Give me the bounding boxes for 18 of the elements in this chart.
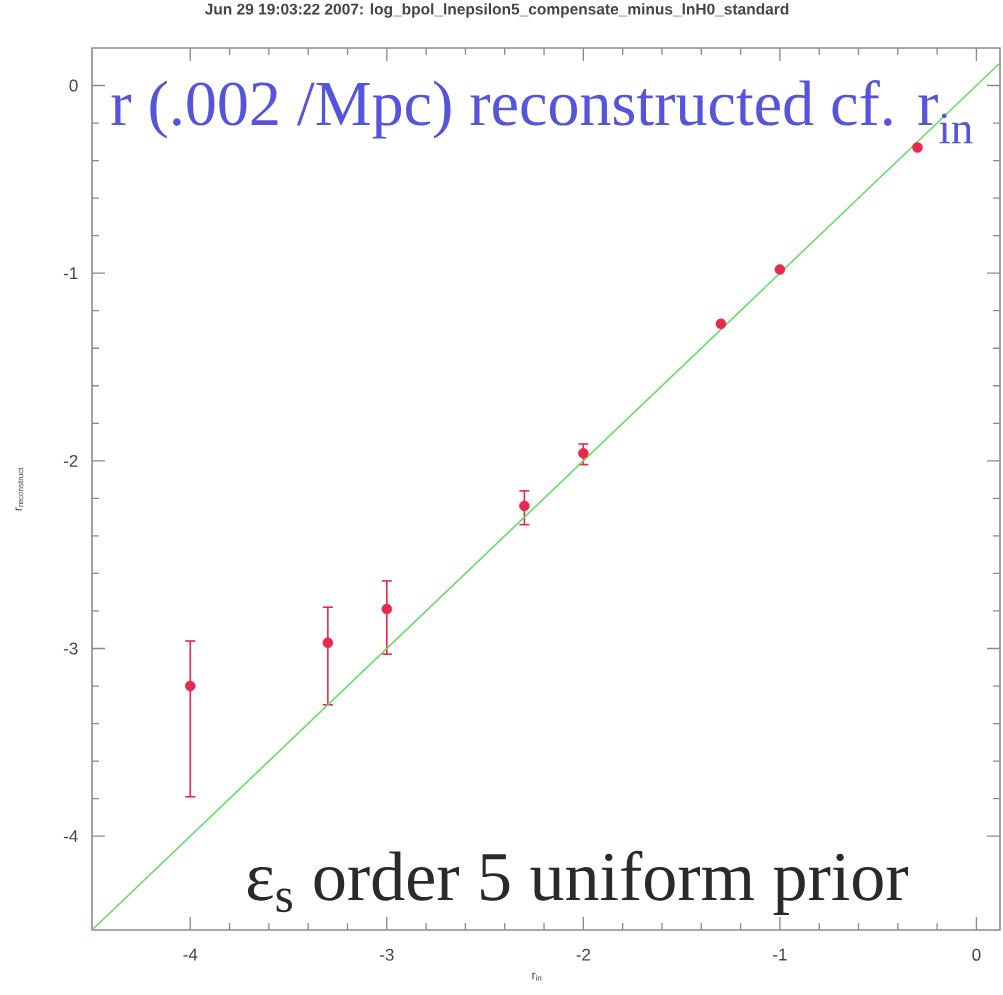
y-axis-title: $\mathrm{r}_{\mathrm{reconstruct}}$ (15, 467, 24, 511)
point (912, 142, 923, 153)
x-tick-label: -3 (380, 948, 394, 961)
chart-title: Jun 29 19:03:22 2007: log_bpol_lnepsilon5_compensate_minus_lnH0_standard (204, 3, 789, 18)
x-tick-label: -4 (183, 948, 198, 961)
x-tick-label: 0 (972, 948, 981, 961)
point (715, 318, 727, 330)
annotation: r (.002 /Mpc) reconstructed cf. r$_{in}$ (111, 79, 973, 144)
x-tick-label: -2 (576, 948, 591, 961)
annotation: ε$_{s}$ order 5 uniform prior (247, 850, 909, 915)
y-tick-label: 0 (69, 79, 78, 92)
y-tick-label: -2 (63, 454, 78, 467)
y-tick-label: -4 (63, 830, 78, 842)
y-tick-label: -1 (63, 267, 78, 280)
x-axis-title: r$_{in}$ (532, 972, 542, 981)
y-tick-label: -3 (63, 642, 78, 655)
x-tick-label: -1 (773, 948, 787, 961)
point (774, 264, 786, 275)
